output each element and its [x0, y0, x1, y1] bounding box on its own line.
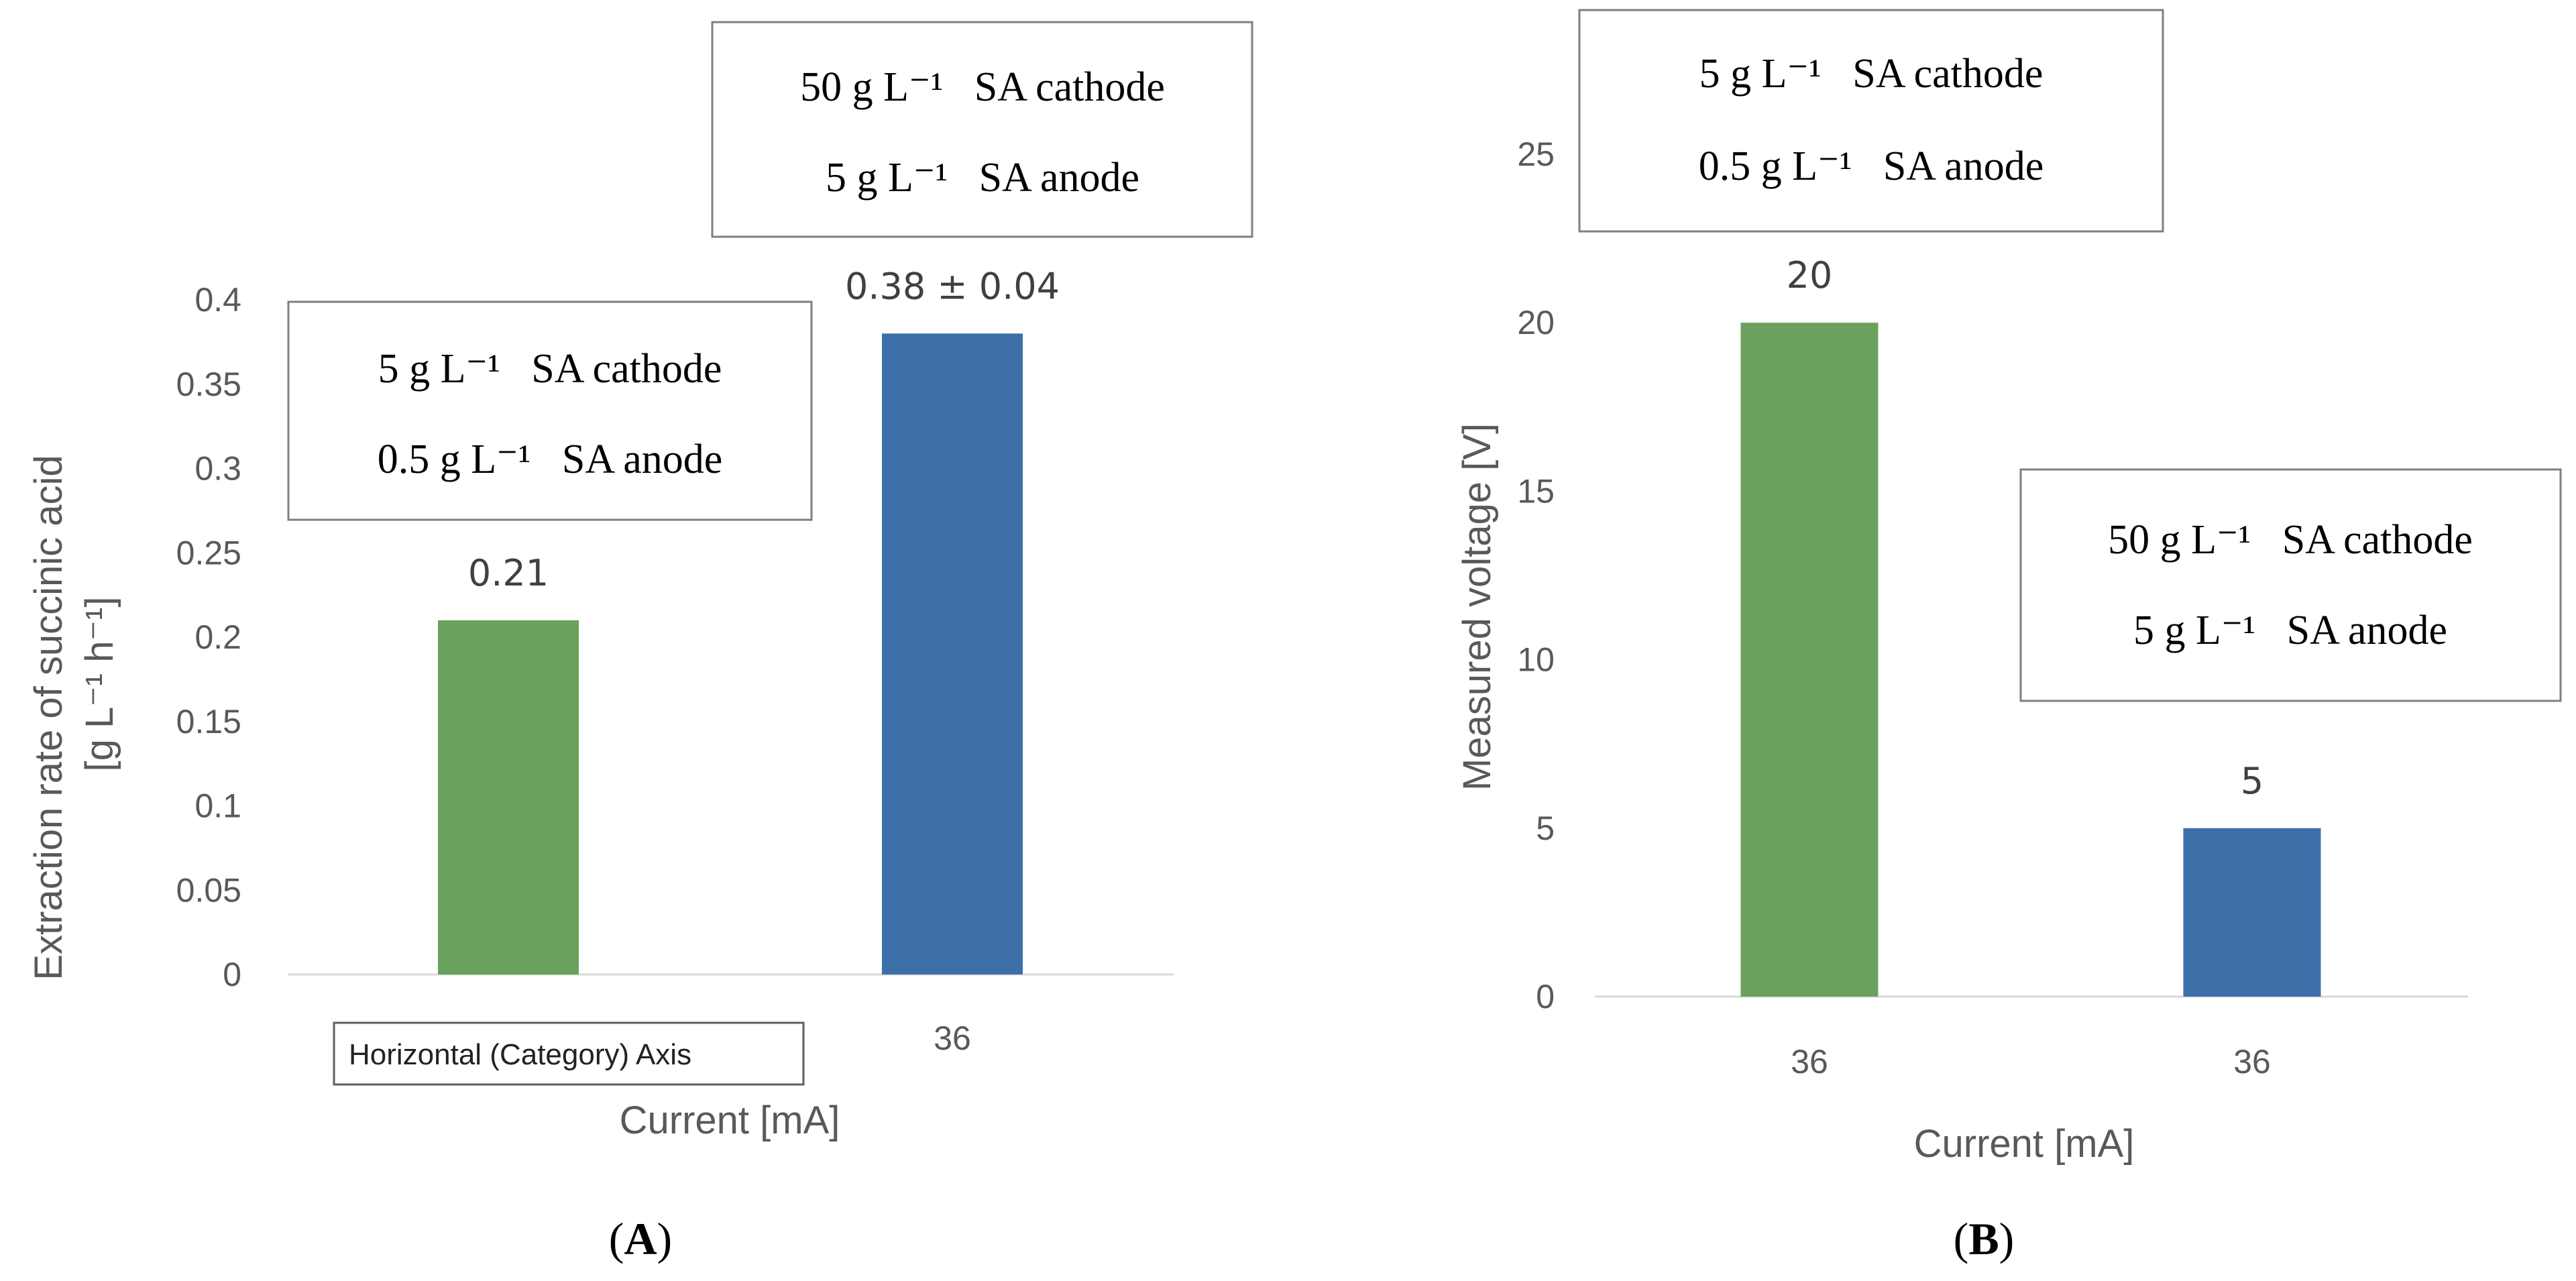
annotation-line-cathode: 50 g L⁻¹ SA cathode — [2108, 517, 2473, 563]
annotation-line-cathode: 5 g L⁻¹ SA cathode — [1699, 51, 2043, 97]
chart-b-x-axis-title: Current [mA] — [1914, 1122, 2135, 1166]
chart-b-annotation-high: 50 g L⁻¹ SA cathode 5 g L⁻¹ SA anode — [2019, 468, 2562, 702]
bar[interactable] — [438, 620, 579, 974]
x-tick-label: 36 — [934, 1019, 971, 1057]
chart-b-panel-label: (B) — [1954, 1213, 2015, 1264]
chart-a-y-axis: 0 0.05 0.1 0.15 0.2 0.25 0.3 0.35 0.4 — [176, 281, 241, 993]
y-tick-label: 25 — [1517, 135, 1555, 173]
chart-a-annotation-low: 5 g L⁻¹ SA cathode 0.5 g L⁻¹ SA anode — [287, 300, 813, 521]
bar[interactable] — [882, 333, 1023, 974]
bar-value-label: 5 — [2241, 760, 2263, 802]
annotation-line-anode: 0.5 g L⁻¹ SA anode — [1699, 144, 2044, 189]
y-tick-label: 20 — [1517, 304, 1555, 341]
annotation-line-anode: 0.5 g L⁻¹ SA anode — [378, 437, 723, 482]
x-tick-label: 36 — [2233, 1043, 2271, 1080]
bar-value-label: 20 — [1787, 254, 1833, 296]
y-tick-label: 0.4 — [194, 281, 241, 319]
annotation-line-cathode: 50 g L⁻¹ SA cathode — [800, 64, 1165, 110]
annotation-line-anode: 5 g L⁻¹ SA anode — [2133, 608, 2447, 653]
y-tick-label: 0.35 — [176, 366, 241, 403]
chart-b-y-axis-title: Measured voltage [V] — [1455, 423, 1499, 791]
x-tick-label: 36 — [1791, 1043, 1828, 1080]
chart-a-y-axis-title-units: [g L⁻¹ h⁻¹] — [78, 596, 121, 771]
y-tick-label: 10 — [1517, 641, 1555, 679]
chart-a-panel-label: (A) — [609, 1213, 672, 1264]
y-tick-label: 0.05 — [176, 871, 241, 909]
y-tick-label: 0.3 — [194, 450, 241, 488]
bar[interactable] — [1740, 323, 1879, 997]
chart-b-y-axis: 0 5 10 15 20 25 — [1517, 135, 1555, 1015]
y-tick-label: 15 — [1517, 472, 1555, 510]
chart-b-bars: 20 5 — [1740, 254, 2321, 997]
chart-a-annotation-high: 50 g L⁻¹ SA cathode 5 g L⁻¹ SA anode — [711, 21, 1253, 238]
chart-a-x-axis-title: Current [mA] — [620, 1099, 840, 1142]
axis-tooltip-text: Horizontal (Category) Axis — [349, 1038, 691, 1071]
y-tick-label: 0.15 — [176, 703, 241, 740]
y-tick-label: 0 — [223, 956, 241, 993]
bar-value-label: 0.38 ± 0.04 — [845, 265, 1060, 307]
y-tick-label: 5 — [1536, 810, 1555, 847]
chart-a-y-axis-title: Extraction rate of succinic acid — [27, 455, 70, 980]
chart-b-x-axis: 36 36 — [1791, 1043, 2271, 1080]
annotation-line-cathode: 5 g L⁻¹ SA cathode — [378, 346, 722, 392]
chart-a: 0 0.05 0.1 0.15 0.2 0.25 0.3 0.35 0.4 0.21 0.38 ±… — [27, 21, 1253, 1264]
annotation-line-anode: 5 g L⁻¹ SA anode — [826, 155, 1139, 201]
y-tick-label: 0 — [1536, 978, 1555, 1015]
bar-value-label: 0.21 — [468, 552, 549, 594]
axis-tooltip: Horizontal (Category) Axis — [333, 1021, 805, 1086]
chart-b-annotation-low: 5 g L⁻¹ SA cathode 0.5 g L⁻¹ SA anode — [1578, 9, 2164, 233]
chart-b: 0 5 10 15 20 25 20 5 36 36 Measured voltage [V]… — [1455, 9, 2562, 1264]
y-tick-label: 0.1 — [194, 787, 241, 825]
chart-a-bars: 0.21 0.38 ± 0.04 — [438, 265, 1060, 974]
y-tick-label: 0.25 — [176, 534, 241, 571]
bar[interactable] — [2183, 828, 2321, 997]
y-tick-label: 0.2 — [194, 618, 241, 656]
